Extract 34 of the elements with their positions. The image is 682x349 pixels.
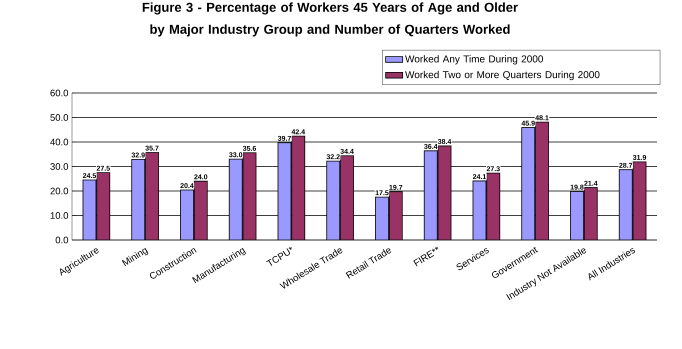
bar: [535, 122, 549, 240]
bar: [131, 159, 146, 240]
bar: [96, 172, 110, 240]
y-tick-label: 10.0: [50, 212, 68, 219]
y-tick-label: 50.0: [50, 114, 68, 121]
bar: [388, 191, 403, 240]
bar: [632, 161, 646, 240]
bar: [326, 160, 340, 240]
legend-label: Worked Any Time During 2000: [405, 55, 544, 64]
bar: [584, 187, 598, 240]
bar: [424, 150, 438, 240]
y-tick-label: 20.0: [50, 188, 68, 194]
bar: [340, 155, 354, 240]
bar: [472, 180, 486, 240]
bar: [180, 190, 194, 240]
bar: [521, 127, 536, 240]
y-tick-label: 60.0: [50, 90, 68, 96]
bar: [570, 191, 584, 240]
bar: [618, 169, 633, 240]
bar: [228, 158, 243, 240]
y-tick-label: 0.0: [56, 236, 68, 244]
bar: [291, 136, 306, 240]
bar: [375, 196, 389, 240]
bar: [278, 142, 292, 240]
bar: [194, 180, 208, 240]
bar: [242, 152, 256, 240]
legend-label: Worked Two or More Quarters During 2000: [405, 70, 600, 80]
bar: [145, 152, 159, 240]
bar: [486, 172, 500, 240]
bar: [82, 180, 96, 240]
y-tick-label: 40.0: [50, 138, 68, 146]
chart-title: Figure 3 - Percentage of Workers 45 Years of Age and Older by Major Industry Group and Number of Quarters Worked: [142, 2, 518, 36]
bar: [438, 146, 452, 240]
y-tick-label: 30.0: [50, 163, 68, 170]
